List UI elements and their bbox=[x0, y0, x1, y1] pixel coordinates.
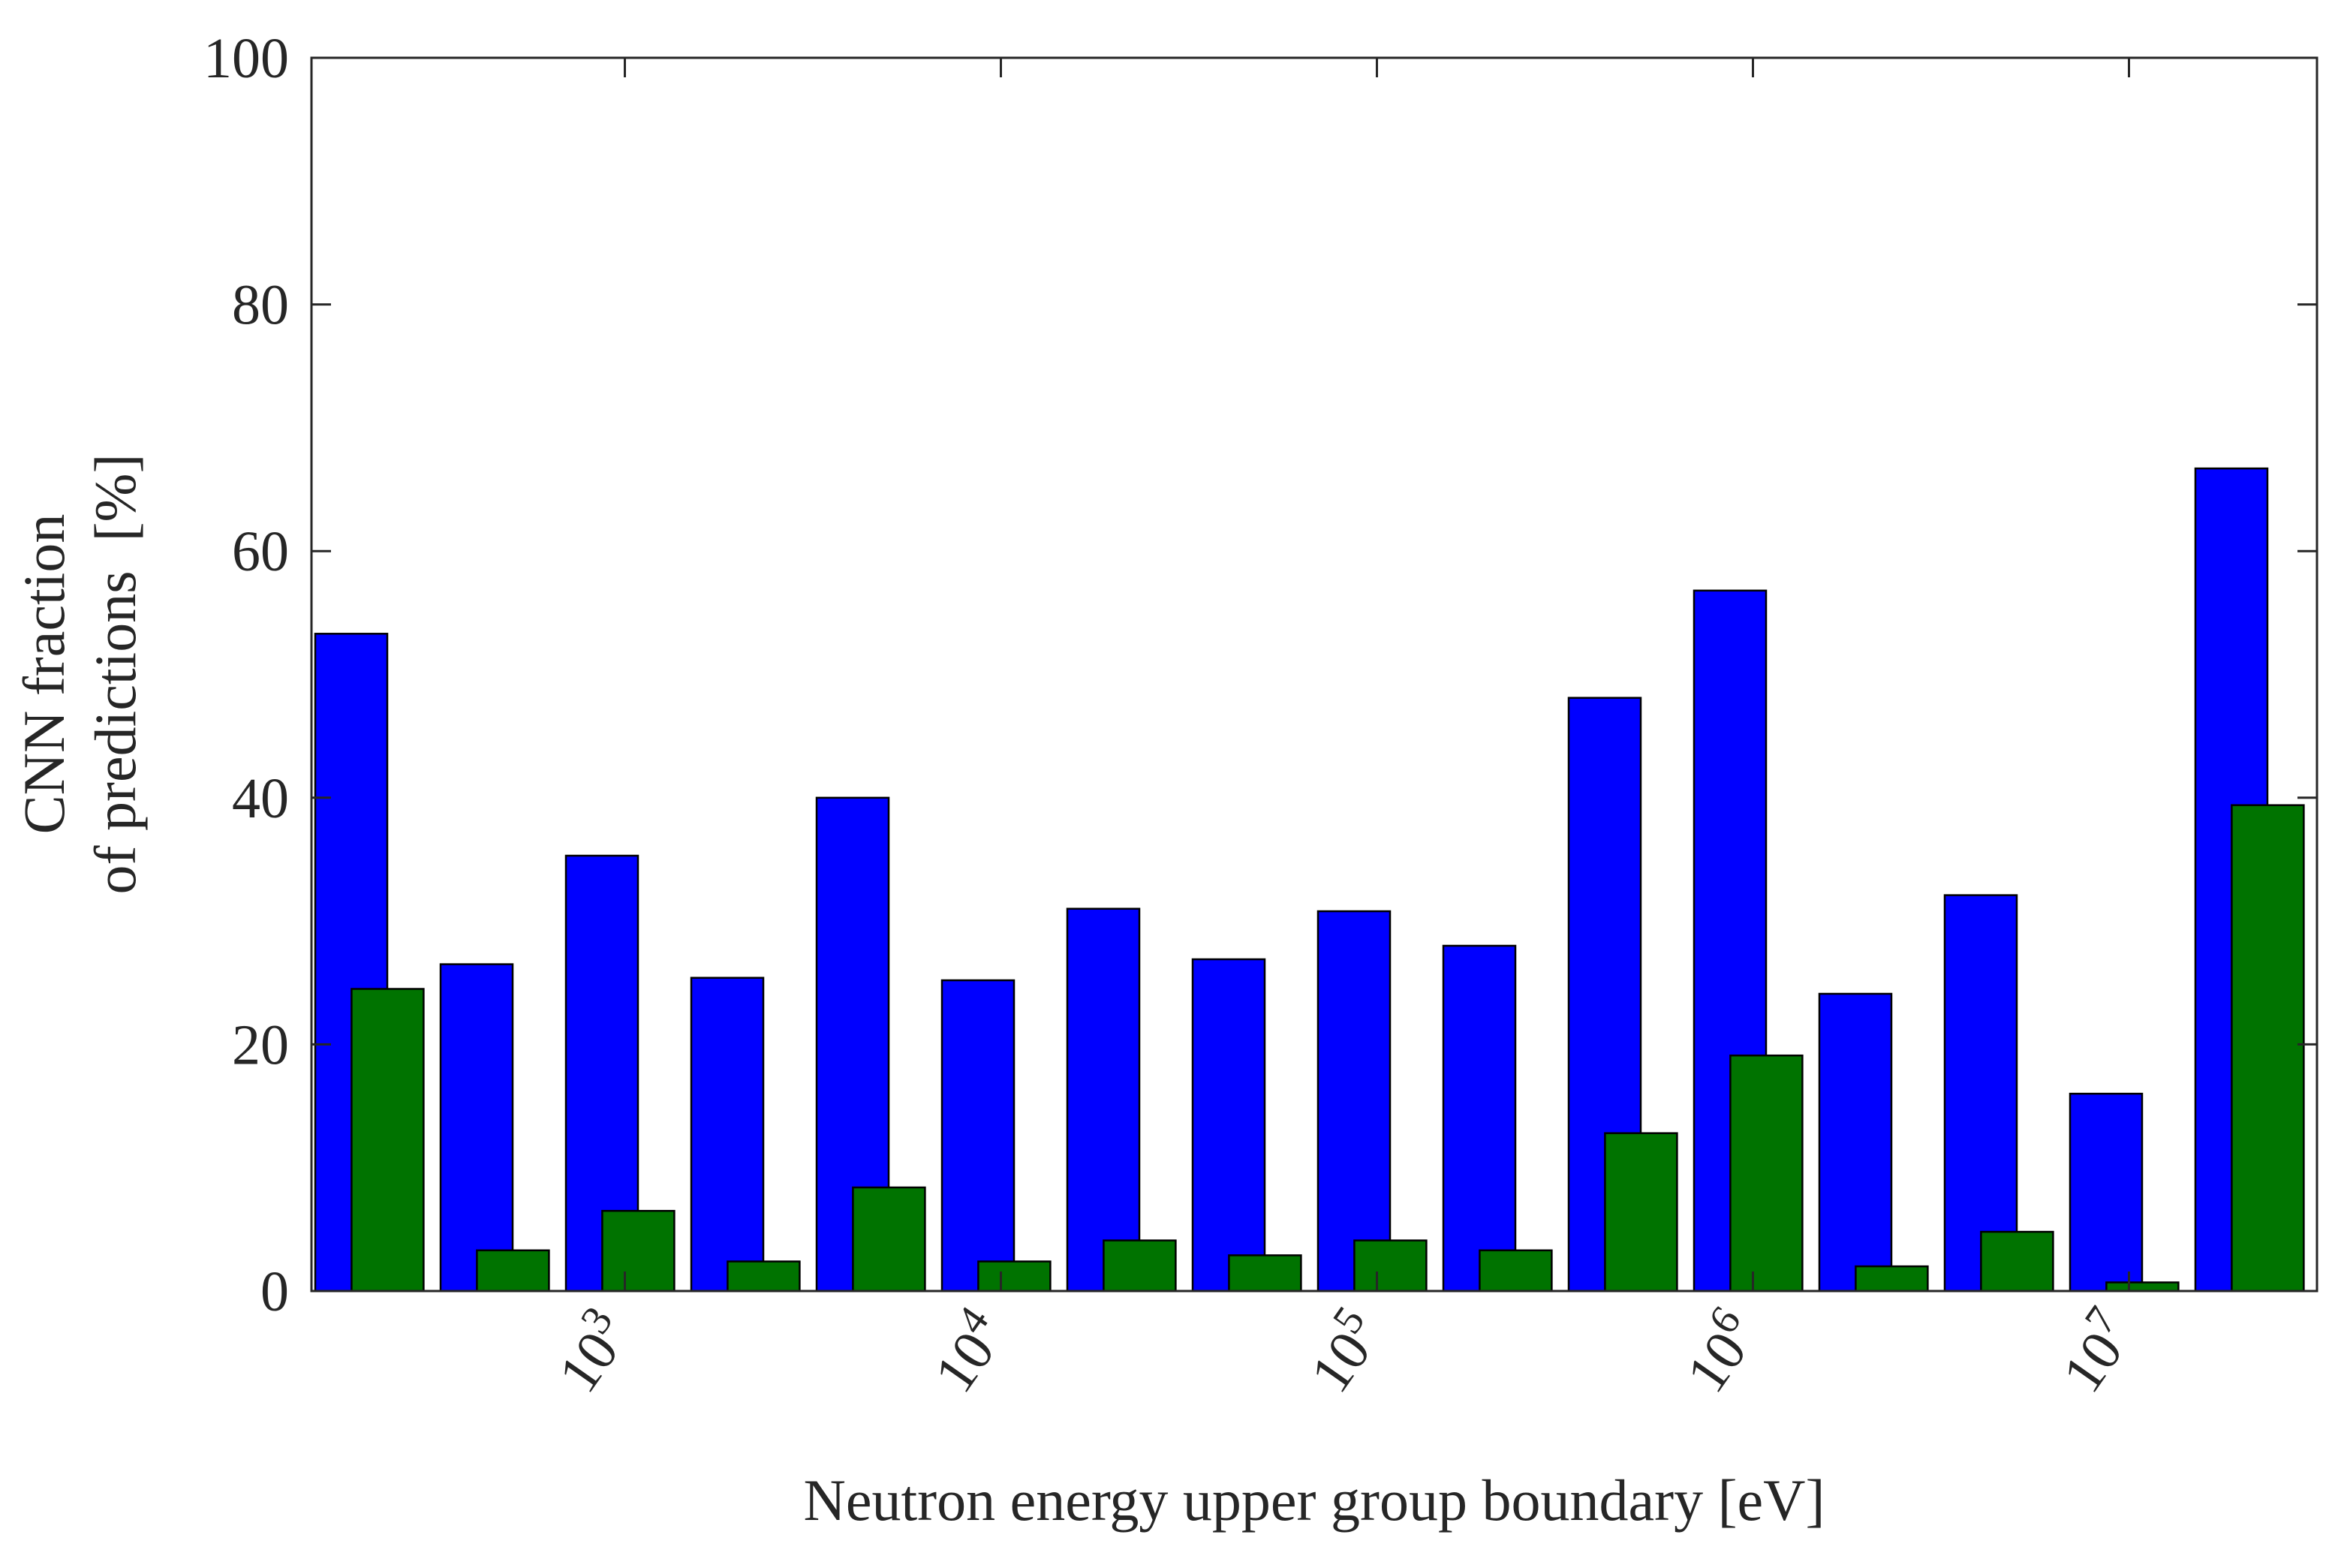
x-tick-label-base: 10 bbox=[546, 1321, 630, 1404]
x-tick-label-base: 10 bbox=[1298, 1321, 1383, 1404]
y-tick-label: 20 bbox=[232, 1013, 289, 1076]
y-tick-label: 0 bbox=[260, 1260, 289, 1323]
plot-frame bbox=[310, 56, 2318, 1293]
bar-green-14 bbox=[1980, 1230, 2054, 1293]
bar-green-8 bbox=[1228, 1254, 1302, 1293]
y-tick-label: 40 bbox=[232, 767, 289, 830]
x-tick-label-text: 105 bbox=[1291, 1299, 1395, 1404]
bar-green-3 bbox=[601, 1209, 676, 1293]
bar-blue-8 bbox=[1191, 958, 1266, 1293]
bar-green-2 bbox=[476, 1249, 550, 1293]
bar-green-5 bbox=[852, 1186, 926, 1293]
x-tick-label: 104 bbox=[915, 1299, 1019, 1404]
x-tick-label-text: 106 bbox=[1667, 1299, 1771, 1404]
bar-blue-13 bbox=[1818, 992, 1893, 1293]
bar-blue-4 bbox=[690, 977, 765, 1293]
x-tick-label-text: 103 bbox=[539, 1299, 642, 1404]
x-tick-label: 106 bbox=[1667, 1299, 1771, 1404]
bar-green-13 bbox=[1855, 1265, 1929, 1293]
bar-green-6 bbox=[977, 1260, 1052, 1293]
bar-green-12 bbox=[1729, 1054, 1804, 1293]
bars-layer bbox=[314, 467, 2305, 1293]
bar-blue-9 bbox=[1316, 910, 1392, 1293]
y-tick-label: 80 bbox=[232, 274, 289, 337]
bar-green-10 bbox=[1479, 1249, 1553, 1293]
bar-blue-6 bbox=[940, 979, 1016, 1293]
bar-green-1 bbox=[351, 988, 425, 1293]
bar-green-7 bbox=[1103, 1239, 1177, 1293]
bar-blue-15 bbox=[2069, 1092, 2144, 1293]
bar-green-4 bbox=[727, 1260, 801, 1293]
x-tick-label-base: 10 bbox=[2051, 1321, 2135, 1404]
bar-green-11 bbox=[1604, 1132, 1678, 1293]
bar-blue-7 bbox=[1066, 907, 1141, 1293]
ticks-layer bbox=[311, 56, 2317, 1293]
bar-blue-14 bbox=[1943, 894, 2018, 1293]
bar-blue-2 bbox=[439, 963, 514, 1293]
x-tick-label: 103 bbox=[539, 1299, 642, 1404]
x-tick-label-text: 107 bbox=[2043, 1299, 2147, 1404]
y-tick-label: 60 bbox=[232, 520, 289, 583]
bar-green-15 bbox=[2105, 1281, 2180, 1293]
bar-blue-10 bbox=[1442, 944, 1517, 1293]
x-tick-label-base: 10 bbox=[1675, 1321, 1759, 1404]
x-tick-label: 107 bbox=[2043, 1299, 2147, 1404]
y-axis-label-line2: of predictions [%] bbox=[83, 454, 148, 895]
y-tick-label: 100 bbox=[203, 27, 289, 90]
x-axis-label: Neutron energy upper group boundary [eV] bbox=[804, 1467, 1825, 1533]
x-tick-label-base: 10 bbox=[922, 1321, 1007, 1404]
y-axis-label-line1: CNN fraction bbox=[11, 514, 77, 835]
x-tick-label: 105 bbox=[1291, 1299, 1395, 1404]
bar-green-16 bbox=[2231, 804, 2305, 1293]
bar-green-9 bbox=[1353, 1239, 1428, 1293]
x-tick-label-text: 104 bbox=[915, 1299, 1019, 1404]
